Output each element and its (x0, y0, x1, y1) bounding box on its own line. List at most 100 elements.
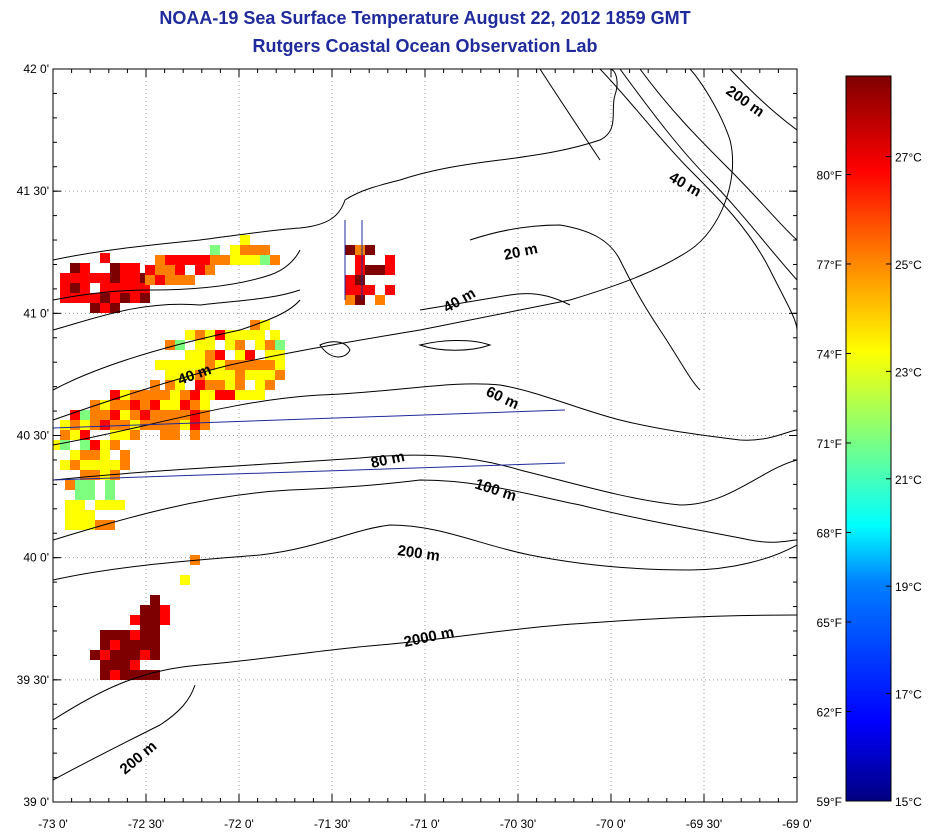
sst-pixel (100, 420, 110, 430)
sst-pixel (180, 400, 190, 410)
sst-pixel (90, 273, 100, 283)
sst-pixel (65, 500, 75, 510)
sst-pixel (140, 283, 150, 293)
colorbar-celsius-label: 15°C (895, 795, 922, 809)
sst-pixel (75, 480, 85, 490)
sst-pixel (110, 440, 120, 450)
sst-pixel (355, 275, 365, 285)
sst-pixel (345, 245, 355, 255)
sst-pixel (385, 265, 395, 275)
sst-pixel (110, 283, 120, 293)
sst-pixel (110, 640, 120, 650)
sst-pixel (110, 650, 120, 660)
sst-pixel (245, 390, 255, 400)
sst-pixel (100, 660, 110, 670)
sst-pixel (170, 410, 180, 420)
sst-pixel (100, 460, 110, 470)
sst-pixel (90, 440, 100, 450)
sst-pixel (150, 595, 160, 605)
sst-pixel (130, 263, 140, 273)
sst-pixel (355, 295, 365, 305)
sst-pixel (110, 470, 120, 480)
sst-pixel (175, 370, 185, 380)
lat-tick-label: 40 0' (23, 551, 49, 565)
sst-pixel (100, 273, 110, 283)
sst-pixel (60, 460, 70, 470)
contour-label: 200 m (396, 542, 440, 565)
sst-pixel (215, 370, 225, 380)
sst-pixel (175, 255, 185, 265)
sst-pixel (195, 265, 205, 275)
sst-pixel (195, 350, 205, 360)
sst-pixel (180, 575, 190, 585)
sst-pixel (235, 340, 245, 350)
sst-pixel (155, 360, 165, 370)
sst-pixel (110, 273, 120, 283)
lat-tick-label: 40 30' (17, 429, 49, 443)
sst-pixel (185, 255, 195, 265)
lon-tick-label: -72 0' (224, 817, 254, 831)
sst-pixel (375, 295, 385, 305)
sst-pixel (110, 630, 120, 640)
sst-pixel (240, 235, 250, 245)
lat-tick-label: 41 30' (17, 184, 49, 198)
sst-pixel (80, 470, 90, 480)
sst-pixel (130, 670, 140, 680)
sst-pixel (80, 450, 90, 460)
sst-pixel (85, 510, 95, 520)
sst-pixel (275, 370, 285, 380)
sst-pixel (80, 430, 90, 440)
sst-pixel (130, 293, 140, 303)
sst-pixel (185, 350, 195, 360)
contour-label: 20 m (502, 240, 539, 264)
sst-pixel (255, 370, 265, 380)
sst-pixel (245, 350, 255, 360)
sst-pixel (355, 255, 365, 265)
sst-pixel (200, 420, 210, 430)
sst-pixel (60, 273, 70, 283)
sst-pixel (265, 370, 275, 380)
sst-pixel (180, 420, 190, 430)
sst-pixel (90, 303, 100, 313)
sst-pixel (170, 420, 180, 430)
sst-pixel (375, 265, 385, 275)
sst-pixel (120, 273, 130, 283)
sst-pixel (150, 670, 160, 680)
colorbar-celsius-label: 23°C (895, 365, 922, 379)
lon-tick-label: -71 30' (314, 817, 350, 831)
sst-pixel (345, 275, 355, 285)
lon-tick-label: -71 0' (410, 817, 440, 831)
sst-pixel (205, 340, 215, 350)
sst-pixel (80, 273, 90, 283)
sst-pixel (150, 625, 160, 635)
sst-pixel (190, 400, 200, 410)
lat-tick-label: 39 30' (17, 673, 49, 687)
sst-pixel (180, 410, 190, 420)
colorbar-ticks: 27°C 25°C 23°C 21°C 19°C 17°C 15°C 80°F 77°F 74°F… (817, 151, 923, 809)
sst-pixel (250, 255, 260, 265)
sst-pixel (53, 440, 60, 450)
sst-pixel (215, 330, 225, 340)
sst-pixel (185, 370, 195, 380)
sst-pixel (235, 380, 245, 390)
sst-pixel (130, 430, 140, 440)
sst-pixel (225, 380, 235, 390)
sst-pixel (195, 380, 205, 390)
sst-pixel (355, 245, 365, 255)
sst-pixel (190, 390, 200, 400)
sst-pixel (225, 370, 235, 380)
sst-pixel (175, 275, 185, 285)
sst-pixel (160, 390, 170, 400)
sst-pixel (120, 450, 130, 460)
sst-pixel (110, 293, 120, 303)
contour-label: 200 m (723, 82, 768, 120)
sst-pixel (120, 390, 130, 400)
sst-pixel (60, 430, 70, 440)
sst-pixel (70, 273, 80, 283)
sst-pixel (260, 245, 270, 255)
sst-pixel (190, 410, 200, 420)
sst-pixel (205, 265, 215, 275)
contour-label: 80 m (369, 448, 406, 472)
sst-pixel (100, 670, 110, 680)
sst-pixel (65, 480, 75, 490)
